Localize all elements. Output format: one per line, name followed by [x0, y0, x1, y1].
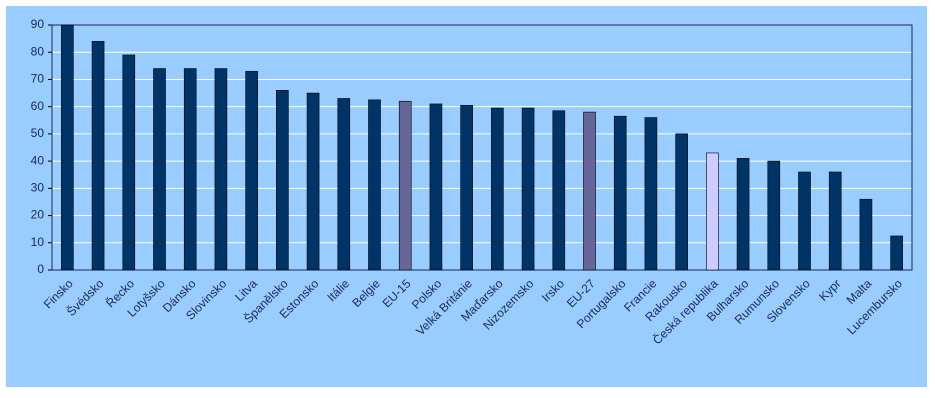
- bar: [61, 24, 74, 271]
- y-tick-label: 50: [31, 126, 45, 140]
- bar: [306, 92, 320, 271]
- bar: [368, 99, 381, 271]
- bar: [460, 105, 473, 271]
- plot-border: [51, 24, 913, 271]
- bar: [429, 103, 443, 271]
- bar: [890, 235, 903, 271]
- y-tick-label: 30: [31, 181, 45, 195]
- bar: [613, 115, 627, 271]
- bar: [337, 98, 351, 271]
- bar: [91, 41, 105, 271]
- bar: [644, 117, 658, 271]
- bar: [828, 171, 842, 271]
- bar: [706, 152, 719, 271]
- y-tick-label: 90: [31, 17, 45, 31]
- bar: [214, 68, 228, 271]
- bar: [521, 107, 535, 271]
- y-tick-label: 40: [31, 153, 45, 167]
- bar: [859, 198, 873, 271]
- y-tick-label: 10: [31, 235, 45, 249]
- y-tick-label: 0: [37, 262, 44, 276]
- bar: [583, 111, 596, 271]
- bar: [798, 171, 811, 271]
- bar: [767, 160, 781, 271]
- bar: [122, 54, 136, 271]
- y-tick-label: 70: [31, 72, 45, 86]
- bar: [183, 68, 197, 271]
- bar: [153, 68, 166, 271]
- bar: [736, 158, 750, 271]
- bar: [398, 100, 412, 271]
- bar: [245, 70, 258, 271]
- bar: [276, 90, 289, 271]
- y-tick-label: 80: [31, 44, 45, 58]
- bar: [552, 110, 566, 271]
- y-tick-label: 60: [31, 99, 45, 113]
- y-tick-label: 20: [31, 208, 45, 222]
- bar: [675, 133, 688, 271]
- bar: [491, 107, 504, 271]
